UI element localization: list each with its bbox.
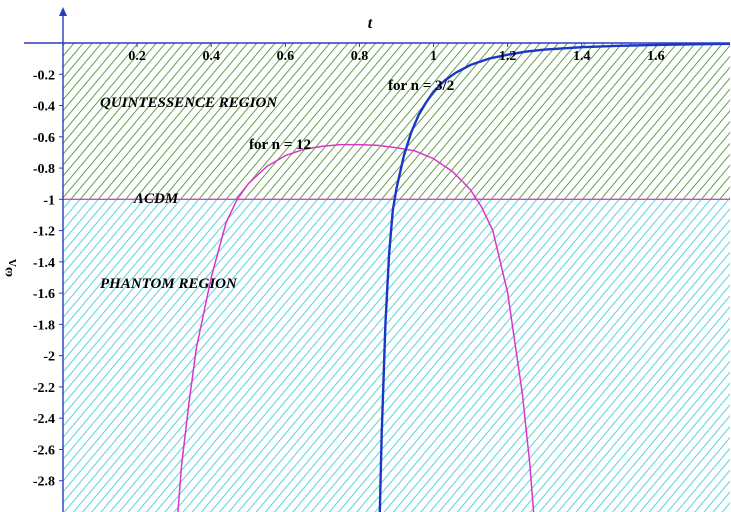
series-line-n12	[177, 143, 535, 512]
x-tick-label: 0.4	[202, 49, 220, 64]
lcdm-label: ΛCDM	[133, 191, 179, 207]
y-tick-label: -1	[43, 193, 55, 208]
x-tick-label: 0.2	[128, 49, 146, 64]
x-tick-label: 0.6	[277, 49, 295, 64]
y-tick-label: -0.2	[33, 68, 55, 83]
regions	[63, 43, 730, 512]
y-tick-label: -2	[43, 350, 55, 365]
y-axis-title: ωΛ	[1, 259, 19, 277]
series-layer	[177, 42, 731, 512]
y-tick-label: -1.2	[33, 225, 55, 240]
series-label-n12: for n = 12	[249, 137, 311, 153]
x-tick-label: 1.4	[573, 49, 591, 64]
y-tick-label: -1.4	[33, 256, 55, 271]
phantom-region-label: PHANTOM REGION	[100, 276, 238, 292]
phantom-region	[63, 199, 730, 512]
y-tick-label: -2.4	[33, 412, 55, 427]
x-tick-label: 1	[430, 49, 437, 64]
x-tick-label: 0.8	[351, 49, 369, 64]
y-tick-label: -2.2	[33, 381, 55, 396]
y-axis-title-main: ω	[1, 267, 16, 277]
y-tick-label: -0.4	[33, 100, 55, 115]
ticks: 0.2 0.4 0.6 0.8 1 1.2 1.4 1.6 -0.2 -0.4 -0.6 -0.8 -1…	[33, 43, 665, 490]
y-tick-label: -1.8	[33, 318, 55, 333]
y-tick-label: -1.6	[33, 287, 55, 302]
y-axis-arrow	[59, 7, 67, 16]
series-line-n32	[378, 42, 731, 512]
y-tick-label: -0.6	[33, 131, 55, 146]
y-tick-label: -0.8	[33, 162, 55, 177]
x-axis-title: t	[368, 15, 373, 32]
x-tick-label: 1.2	[499, 49, 517, 64]
series-label-n32: for n = 3/2	[388, 78, 454, 94]
quintessence-region-label: QUINTESSENCE REGION	[100, 95, 278, 111]
quintessence-region	[63, 43, 730, 200]
y-axis-title-sub: Λ	[7, 259, 19, 267]
y-tick-label: -2.8	[33, 475, 55, 490]
x-tick-label: 1.6	[647, 49, 665, 64]
y-tick-label: -2.6	[33, 443, 55, 458]
